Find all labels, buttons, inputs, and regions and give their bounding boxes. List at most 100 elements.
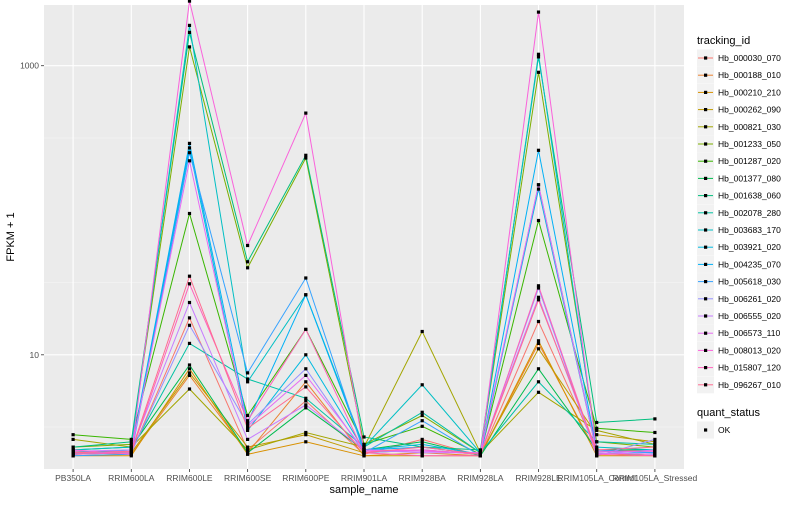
x-tick-label: RRIM600LA [108, 473, 155, 483]
x-tick-label: PB350LA [55, 473, 91, 483]
data-point [187, 316, 192, 320]
data-point [304, 385, 308, 389]
data-point [187, 323, 192, 327]
data-point [129, 445, 133, 449]
data-point [246, 243, 250, 248]
data-point [187, 141, 192, 145]
grid-major [44, 5, 684, 469]
legend-label: Hb_008013_020 [718, 345, 781, 355]
data-point [246, 424, 250, 428]
x-tick-label: RRIM600LE [166, 473, 213, 483]
legend-label: Hb_000188_010 [718, 70, 781, 80]
legend-label: Hb_000030_070 [718, 53, 781, 63]
legend-label: Hb_003683_170 [718, 225, 781, 235]
data-point [187, 300, 192, 305]
data-point [246, 448, 250, 452]
data-point [304, 396, 308, 400]
legend-key-point [704, 348, 708, 352]
data-point [246, 451, 250, 455]
data-point [246, 420, 250, 425]
data-point [478, 448, 482, 452]
data-point [536, 218, 541, 223]
legend-key-point [704, 108, 708, 112]
legend-items: Hb_000030_070 Hb_000188_010 Hb_000210_210 H… [697, 49, 781, 394]
legend-key-point [704, 366, 708, 370]
data-point [595, 452, 599, 456]
data-point [187, 371, 192, 375]
data-point [420, 413, 424, 418]
data-point [246, 413, 250, 418]
data-point [187, 341, 192, 345]
data-point [187, 373, 192, 377]
data-point [71, 437, 75, 441]
legend-label: Hb_001377_080 [718, 173, 781, 183]
data-point [304, 153, 308, 157]
legend-key-point [704, 245, 708, 249]
data-point [420, 419, 424, 423]
data-point [478, 452, 482, 456]
x-tick-label: RRIM928BA [399, 473, 447, 483]
data-point [187, 146, 192, 150]
legend-key-point [704, 73, 708, 77]
data-point [362, 445, 366, 449]
x-tick-label: RRIM928LA [457, 473, 504, 483]
data-point [304, 380, 308, 384]
legend-label: Hb_000210_210 [718, 87, 781, 97]
data-point [536, 52, 541, 56]
data-point [595, 428, 599, 432]
legend-label: Hb_003921_020 [718, 242, 781, 252]
data-point [304, 430, 308, 435]
data-point [420, 437, 424, 441]
series-points [71, 0, 657, 458]
legend-key-point [704, 142, 708, 146]
data-point [536, 55, 541, 59]
data-point [536, 367, 541, 371]
data-point [536, 286, 541, 290]
legend: tracking_id Hb_000030_070Hb_000188_010Hb… [697, 35, 781, 439]
data-point [304, 373, 308, 377]
data-point [536, 183, 541, 187]
legend-key-point [704, 56, 708, 60]
data-point [246, 260, 250, 264]
legend-label: Hb_006261_020 [718, 294, 781, 304]
data-point [653, 442, 657, 446]
legend-label: Hb_015807_120 [718, 363, 781, 373]
shape-legend-key-point [704, 428, 708, 432]
y-tick-label: 1000 [20, 61, 39, 71]
data-point [246, 419, 250, 423]
data-point [536, 390, 541, 394]
legend-key-point [704, 125, 708, 129]
data-point [595, 433, 599, 437]
data-point [595, 420, 599, 425]
data-point [304, 406, 308, 410]
data-point [71, 445, 75, 449]
data-point [187, 367, 192, 371]
data-point [536, 148, 541, 152]
data-point [536, 187, 541, 191]
x-tick-label: RRIM600SE [224, 473, 272, 483]
data-point [536, 341, 541, 345]
data-point [246, 445, 250, 449]
legend-key-point [704, 280, 708, 284]
data-point [653, 445, 657, 449]
data-point [653, 440, 657, 444]
data-point [304, 276, 308, 280]
data-point [246, 428, 250, 432]
shape-legend-title: quant_status [697, 407, 760, 419]
legend-label: Hb_000262_090 [718, 105, 781, 115]
data-point [362, 435, 366, 439]
data-point [246, 371, 250, 375]
data-point [304, 156, 308, 160]
legend-key-point [704, 314, 708, 318]
data-point [595, 445, 599, 449]
data-point [71, 451, 75, 455]
legend-label: Hb_000821_030 [718, 122, 781, 132]
data-point [187, 387, 192, 391]
data-point [536, 380, 541, 384]
x-tick-label: RRIM105LA_Control [558, 473, 637, 483]
data-point [246, 266, 250, 270]
data-point [187, 151, 192, 155]
data-point [187, 23, 192, 27]
data-point [420, 383, 424, 387]
